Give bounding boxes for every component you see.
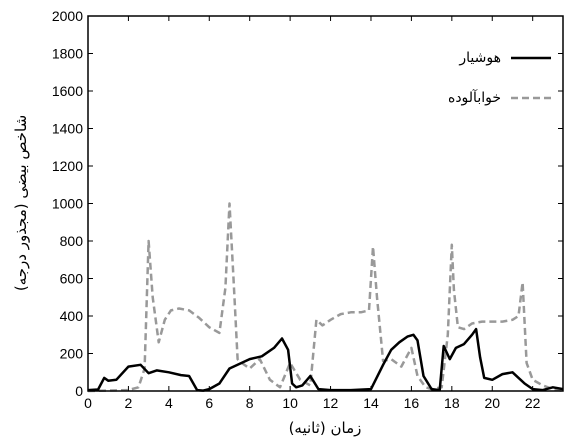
y-tick-label: 1800 — [52, 46, 83, 62]
y-tick-label: 1600 — [52, 83, 83, 99]
legend-label-alert: هوشیار — [458, 50, 501, 66]
legend: هوشیار خوابآلوده — [448, 50, 551, 106]
y-tick-label: 800 — [60, 233, 84, 249]
y-tick-label: 0 — [75, 383, 83, 399]
x-tick-label: 10 — [282, 395, 298, 411]
y-tick-label: 1200 — [52, 158, 83, 174]
y-tick-label: 2000 — [52, 8, 83, 24]
x-axis-label: زمان (ثانیه) — [289, 419, 362, 437]
y-tick-label: 400 — [60, 308, 84, 324]
y-tick-label: 200 — [60, 346, 84, 362]
y-tick-label: 1400 — [52, 121, 83, 137]
series-line-drowsy — [87, 202, 564, 393]
x-tick-label: 16 — [404, 395, 420, 411]
x-tick-label: 4 — [165, 395, 173, 411]
x-tick-label: 22 — [525, 395, 541, 411]
y-tick-label: 600 — [60, 271, 84, 287]
y-axis-label: شاخص بیضی (مجذور درجه) — [12, 115, 30, 291]
x-tick-label: 8 — [246, 395, 254, 411]
y-tick-label: 1000 — [52, 196, 83, 212]
x-tick-label: 6 — [205, 395, 213, 411]
x-tick-label: 18 — [444, 395, 460, 411]
x-tick-label: 14 — [363, 395, 379, 411]
legend-label-drowsy: خوابآلوده — [448, 89, 501, 106]
x-tick-label: 2 — [125, 395, 133, 411]
x-tick-label: 0 — [84, 395, 92, 411]
plot-frame — [87, 15, 564, 392]
series-line-alert — [87, 327, 564, 392]
x-tick-label: 12 — [323, 395, 339, 411]
x-tick-label: 20 — [484, 395, 500, 411]
